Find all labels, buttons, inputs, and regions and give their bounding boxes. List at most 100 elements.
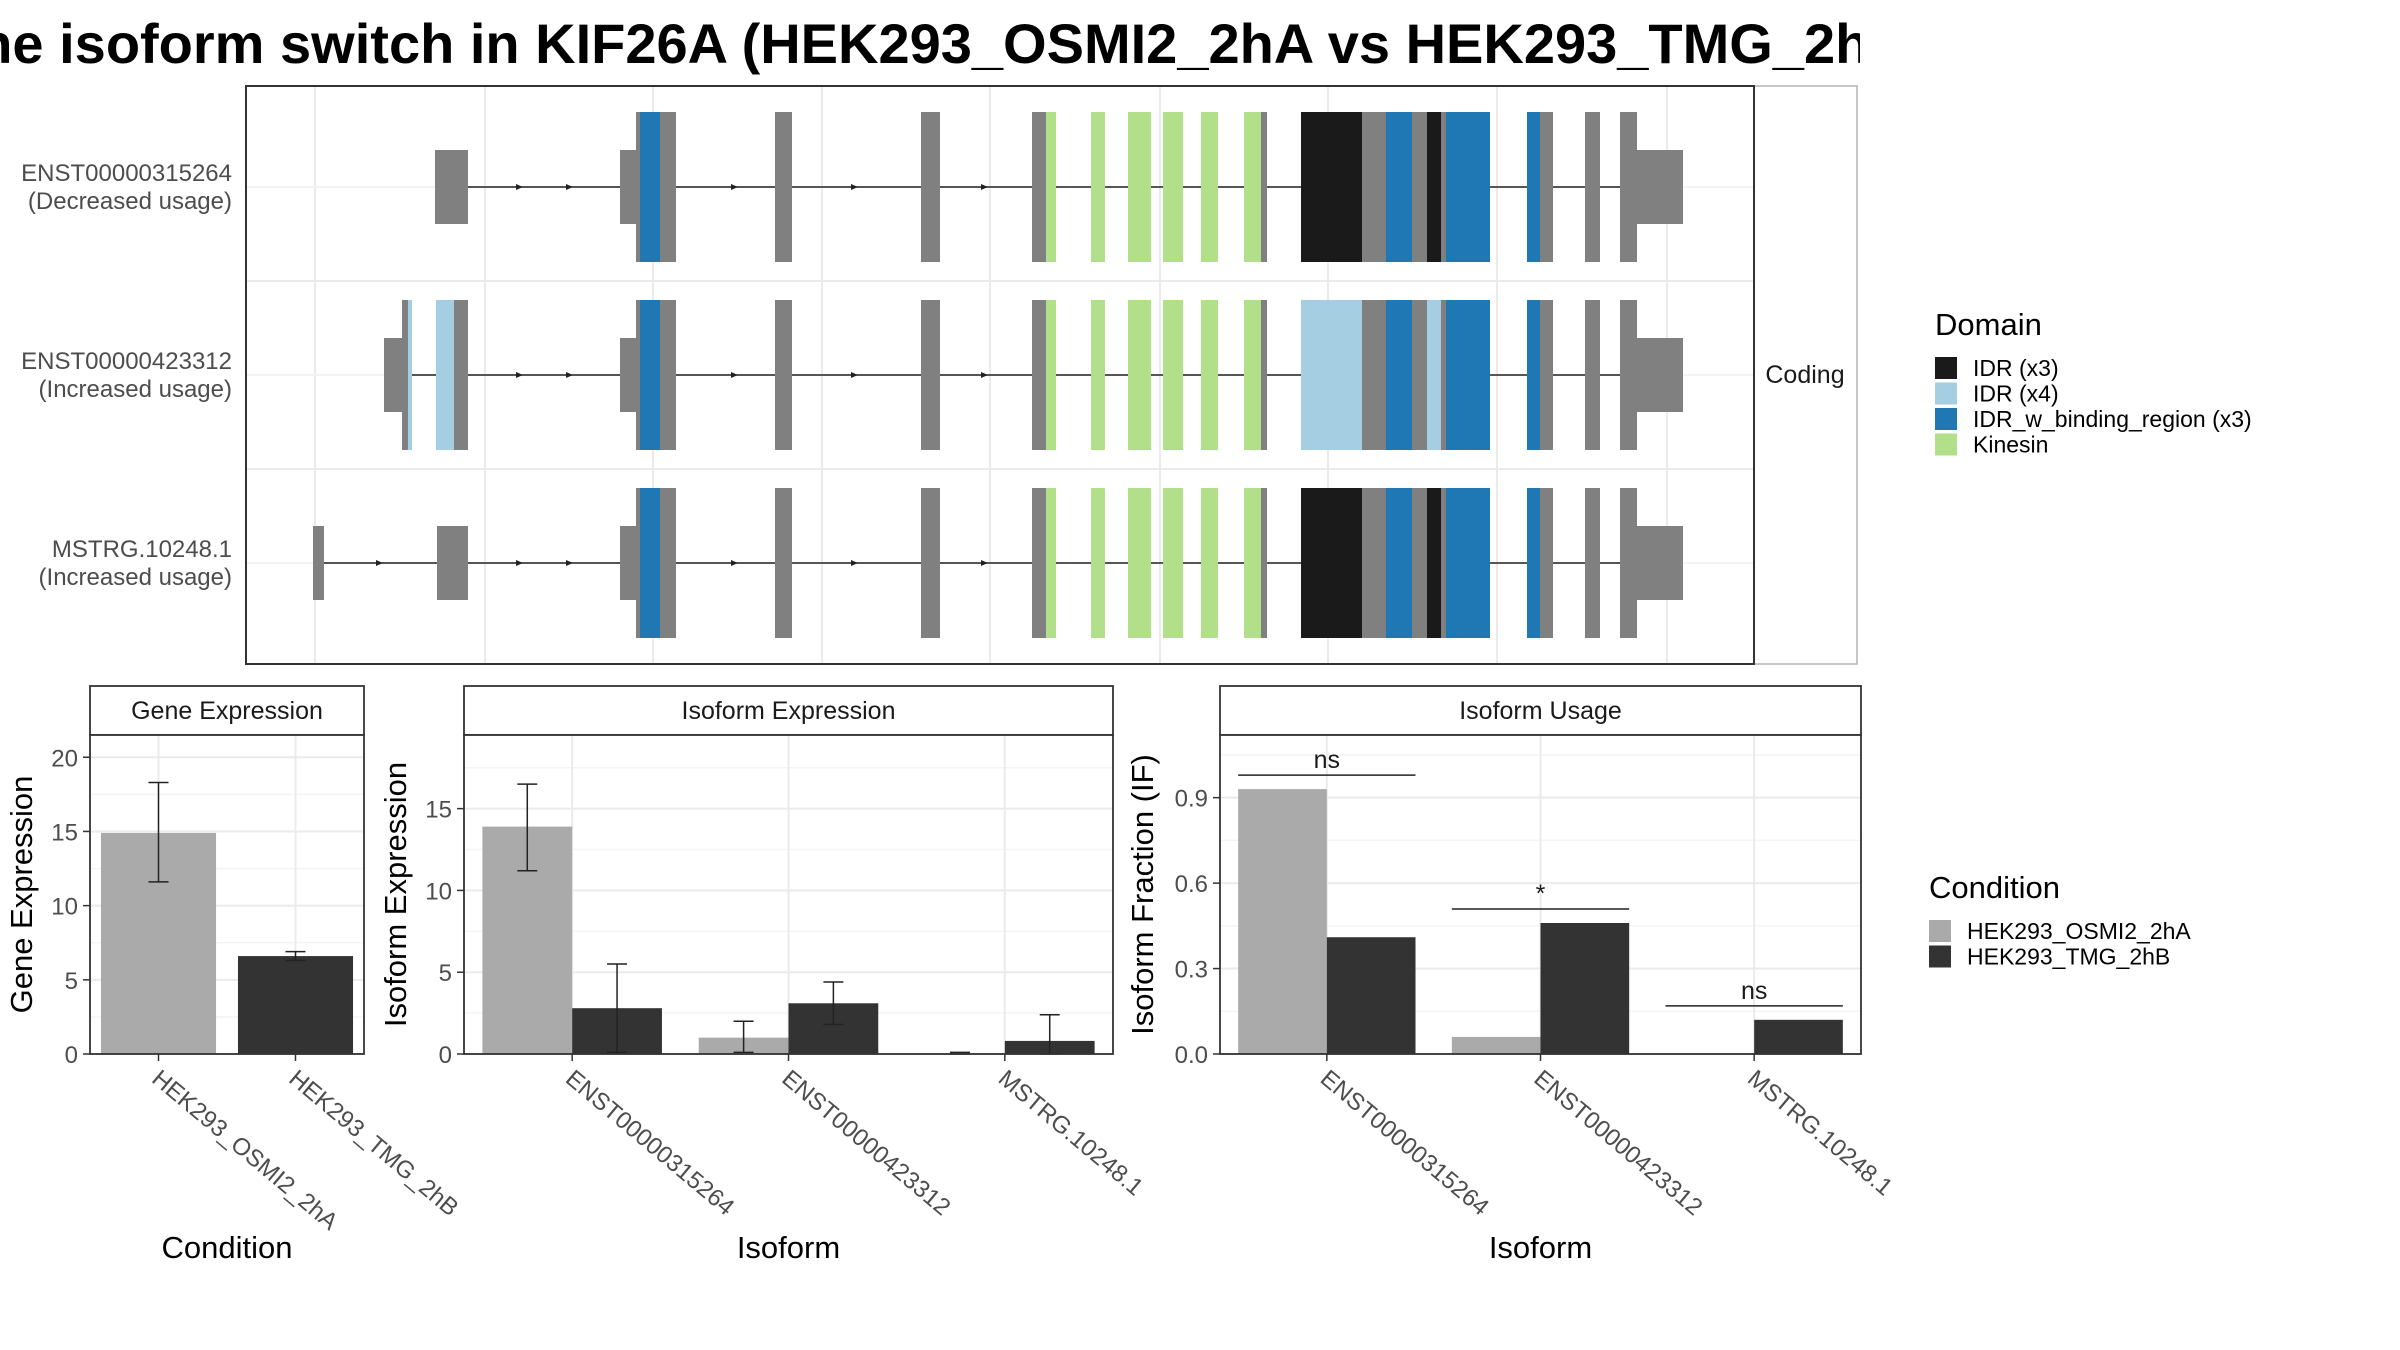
page-title-text: The isoform switch in KIF26A (HEK293_OSM…: [0, 12, 1860, 75]
panel-border: [89, 734, 365, 1055]
exon-block: [620, 526, 638, 600]
intron-arrow: [516, 372, 523, 378]
exon-block: [1362, 112, 1386, 262]
intron-arrow: [566, 184, 573, 190]
exon-block: [1412, 488, 1427, 638]
exon-block: [921, 112, 940, 262]
exon-block: [1128, 300, 1151, 450]
exon-block: [1362, 488, 1386, 638]
exon-block: [1163, 488, 1183, 638]
exon-block: [1620, 488, 1637, 638]
legends: Domain IDR (x3)IDR (x4)IDR_w_binding_regi…: [1929, 307, 2252, 970]
bar: [237, 956, 354, 1054]
exon-block: [1386, 112, 1412, 262]
intron-arrow: [516, 184, 523, 190]
x-tick-label: MSTRG.10248.1: [993, 1065, 1148, 1201]
exon-block: [437, 526, 468, 600]
exon-block: [1201, 488, 1218, 638]
exon-block: [1620, 300, 1637, 450]
panel-strip-title: Gene Expression: [131, 697, 323, 725]
exon-block: [640, 300, 660, 450]
intron-arrow: [376, 560, 383, 566]
exon-block: [1261, 112, 1267, 262]
intron-arrow: [851, 560, 858, 566]
exon-block: [1540, 488, 1553, 638]
x-axis-title: Isoform: [1489, 1230, 1592, 1265]
significance-label: ns: [1314, 746, 1340, 774]
panel-strip: [89, 685, 365, 736]
transcript-row-ENST00000315264: [435, 112, 1683, 262]
condition-legend-key: [1929, 920, 1951, 942]
chart-isoform-expression: Isoform Expression 0 5 10 15 ENST00000315264 E…: [378, 685, 1148, 1265]
exon-block: [636, 300, 640, 450]
domain-legend-key: [1935, 357, 1957, 379]
exon-block: [921, 300, 940, 450]
y-tick-label: 10: [51, 894, 78, 921]
panel-strip-title: Isoform Expression: [682, 697, 896, 725]
exon-block: [1128, 112, 1151, 262]
exon-block: [1032, 112, 1046, 262]
exon-block: [1091, 488, 1105, 638]
domain-legend-key: [1935, 433, 1957, 456]
exon-block: [620, 150, 638, 224]
domain-legend-label: Kinesin: [1973, 432, 2048, 458]
domain-legend-key: [1935, 408, 1957, 430]
x-tick-label: ENST00000315264: [1315, 1065, 1494, 1221]
exon-block: [1244, 300, 1261, 450]
exon-block: [1585, 488, 1600, 638]
exon-block: [1585, 112, 1600, 262]
domain-legend-key: [1935, 382, 1957, 405]
transcript-id-label: ENST00000315264: [21, 160, 232, 187]
exon-block: [1128, 488, 1151, 638]
y-tick-label: 0.0: [1175, 1042, 1208, 1069]
bar: [1754, 1019, 1843, 1054]
significance-label: *: [1536, 880, 1546, 908]
exon-block: [1527, 300, 1540, 450]
y-tick-label: 0.6: [1175, 871, 1208, 898]
exon-block: [640, 488, 660, 638]
exon-block: [454, 300, 468, 450]
transcript-usage-label: (Increased usage): [39, 564, 232, 591]
exon-block: [1046, 488, 1056, 638]
transcript-row-MSTRG.10248.1: [313, 488, 1683, 638]
transcript-id-label: ENST00000423312: [21, 348, 232, 375]
y-tick-label: 0: [65, 1042, 78, 1069]
exon-block: [620, 338, 638, 412]
exon-block: [1163, 300, 1183, 450]
y-axis-title: Gene Expression: [4, 776, 39, 1014]
y-tick-label: 0: [439, 1042, 452, 1069]
condition-legend-title: Condition: [1929, 870, 2060, 905]
exon-block: [1362, 300, 1386, 450]
exon-block: [1091, 112, 1105, 262]
exon-block: [775, 488, 792, 638]
bar-charts: Gene Expression05101520HEK293_OSMI2_2hAH…: [4, 685, 1898, 1265]
y-tick-label: 15: [425, 797, 452, 824]
domain-legend-label: IDR (x3): [1973, 355, 2059, 381]
exon-block: [1585, 300, 1600, 450]
intron-arrow: [851, 372, 858, 378]
strip-label-coding: Coding: [1765, 361, 1844, 389]
bar: [1540, 922, 1630, 1054]
exon-block: [1301, 300, 1323, 450]
bar: [1326, 937, 1416, 1054]
exon-block: [1244, 112, 1261, 262]
condition-legend-label: HEK293_OSMI2_2hA: [1967, 918, 2191, 944]
chart-isoform-usage: Isoform Usage 0.0 0.3 0.6 0.9 ns * ns ENST000003…: [1125, 685, 1898, 1265]
exon-block: [1301, 488, 1323, 638]
exon-block: [1046, 300, 1056, 450]
panel-strip: [1219, 685, 1862, 736]
exon-block: [1163, 112, 1183, 262]
exon-block: [1527, 112, 1540, 262]
exon-block: [775, 300, 792, 450]
intron-arrow: [981, 372, 988, 378]
panel-strip-title: Isoform Usage: [1459, 697, 1622, 725]
page-title: The isoform switch in KIF26A (HEK293_OSM…: [0, 4, 1860, 84]
facet-strip: [1753, 85, 1858, 665]
bar: [1451, 1036, 1541, 1054]
y-tick-label: 15: [51, 819, 78, 846]
exon-block: [1446, 112, 1490, 262]
exon-block: [1386, 488, 1412, 638]
exon-block: [1412, 300, 1427, 450]
significance-label: ns: [1741, 977, 1767, 1005]
